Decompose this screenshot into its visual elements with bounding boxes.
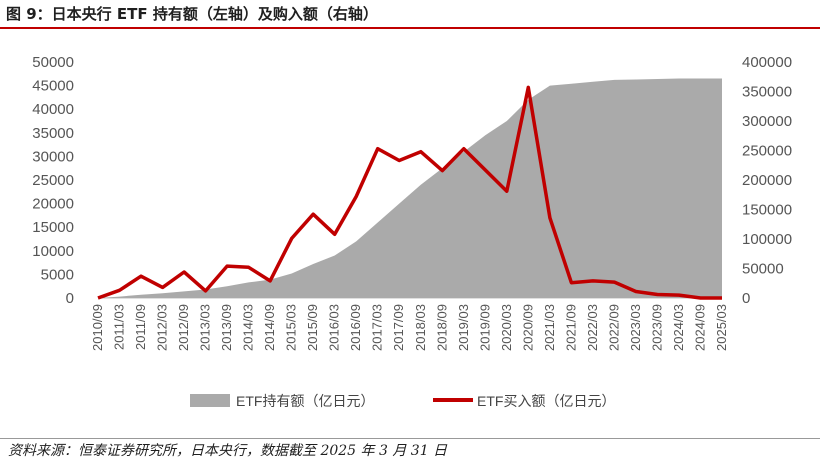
y-left-tick-label: 15000 bbox=[32, 219, 74, 236]
y-right-tick-label: 150000 bbox=[742, 202, 792, 219]
x-tick-label: 2017/09 bbox=[391, 304, 406, 351]
chart-legend: ETF持有额（亿日元） ETF买入额（亿日元） bbox=[190, 393, 615, 409]
y-left-tick-label: 45000 bbox=[32, 78, 74, 95]
y-left-tick-label: 40000 bbox=[32, 101, 74, 118]
etf-holdings-area bbox=[98, 78, 722, 298]
x-tick-label: 2024/09 bbox=[692, 304, 707, 351]
y-left-tick-label: 0 bbox=[66, 290, 74, 307]
figure-title: 图 9：日本央行 ETF 持有额（左轴）及购入额（右轴） bbox=[6, 5, 378, 23]
y-left-tick-label: 25000 bbox=[32, 172, 74, 189]
x-tick-label: 2013/09 bbox=[219, 304, 234, 351]
x-tick-label: 2015/03 bbox=[284, 304, 299, 351]
y-left-tick-label: 20000 bbox=[32, 196, 74, 213]
x-tick-label: 2019/03 bbox=[456, 304, 471, 351]
etf-chart: 0 5000 10000 15000 20000 25000 30000 35000 40000… bbox=[32, 54, 792, 409]
x-tick-label: 2015/09 bbox=[305, 304, 320, 351]
y-left-tick-label: 10000 bbox=[32, 243, 74, 260]
x-tick-label: 2021/03 bbox=[542, 304, 557, 351]
x-tick-label: 2011/03 bbox=[112, 304, 127, 350]
x-tick-label: 2023/09 bbox=[649, 304, 664, 351]
x-tick-label: 2022/09 bbox=[606, 304, 621, 351]
x-tick-label: 2014/09 bbox=[262, 304, 277, 351]
x-tick-label: 2020/09 bbox=[520, 304, 535, 351]
y-right-tick-label: 100000 bbox=[742, 231, 792, 248]
x-tick-label: 2018/03 bbox=[413, 304, 428, 351]
y-right-tick-label: 400000 bbox=[742, 54, 792, 71]
title-divider bbox=[0, 27, 820, 29]
etf-purchases-line bbox=[97, 85, 722, 300]
x-tick-label: 2011/09 bbox=[133, 304, 148, 350]
source-note: 资料来源：恒泰证券研究所，日本央行，数据截至 2025 年 3 月 31 日 bbox=[8, 443, 448, 459]
x-tick-label: 2019/09 bbox=[477, 304, 492, 351]
y-left-tick-label: 5000 bbox=[41, 266, 74, 283]
x-tick-label: 2024/03 bbox=[671, 304, 686, 351]
x-tick-label: 2010/09 bbox=[90, 304, 105, 351]
y-left-tick-label: 35000 bbox=[32, 125, 74, 142]
x-tick-label: 2020/03 bbox=[499, 304, 514, 351]
y-right-tick-label: 350000 bbox=[742, 84, 792, 101]
legend-label-purchases: ETF买入额（亿日元） bbox=[477, 393, 615, 409]
legend-label-holdings: ETF持有额（亿日元） bbox=[236, 393, 374, 409]
y-right-tick-label: 50000 bbox=[742, 261, 784, 278]
x-tick-label: 2022/03 bbox=[585, 304, 600, 351]
x-tick-label: 2018/09 bbox=[434, 304, 449, 351]
y-right-tick-label: 300000 bbox=[742, 113, 792, 130]
x-tick-label: 2016/09 bbox=[348, 304, 363, 351]
x-tick-label: 2013/03 bbox=[198, 304, 213, 351]
x-tick-label: 2023/03 bbox=[628, 304, 643, 351]
y-left-tick-label: 30000 bbox=[32, 148, 74, 165]
x-tick-label: 2012/09 bbox=[176, 304, 191, 351]
y-right-tick-label: 200000 bbox=[742, 172, 792, 189]
legend-swatch-holdings bbox=[190, 394, 230, 407]
x-tick-label: 2016/03 bbox=[327, 304, 342, 351]
x-tick-label: 2012/03 bbox=[155, 304, 170, 351]
x-tick-label: 2017/03 bbox=[370, 304, 385, 351]
x-tick-label: 2021/09 bbox=[563, 304, 578, 351]
footer-divider bbox=[0, 438, 820, 439]
x-tick-label: 2025/03 bbox=[714, 304, 729, 351]
y-right-tick-label: 250000 bbox=[742, 143, 792, 160]
y-right-tick-label: 0 bbox=[742, 290, 750, 307]
y-left-tick-label: 50000 bbox=[32, 54, 74, 71]
x-tick-label: 2014/03 bbox=[241, 304, 256, 351]
